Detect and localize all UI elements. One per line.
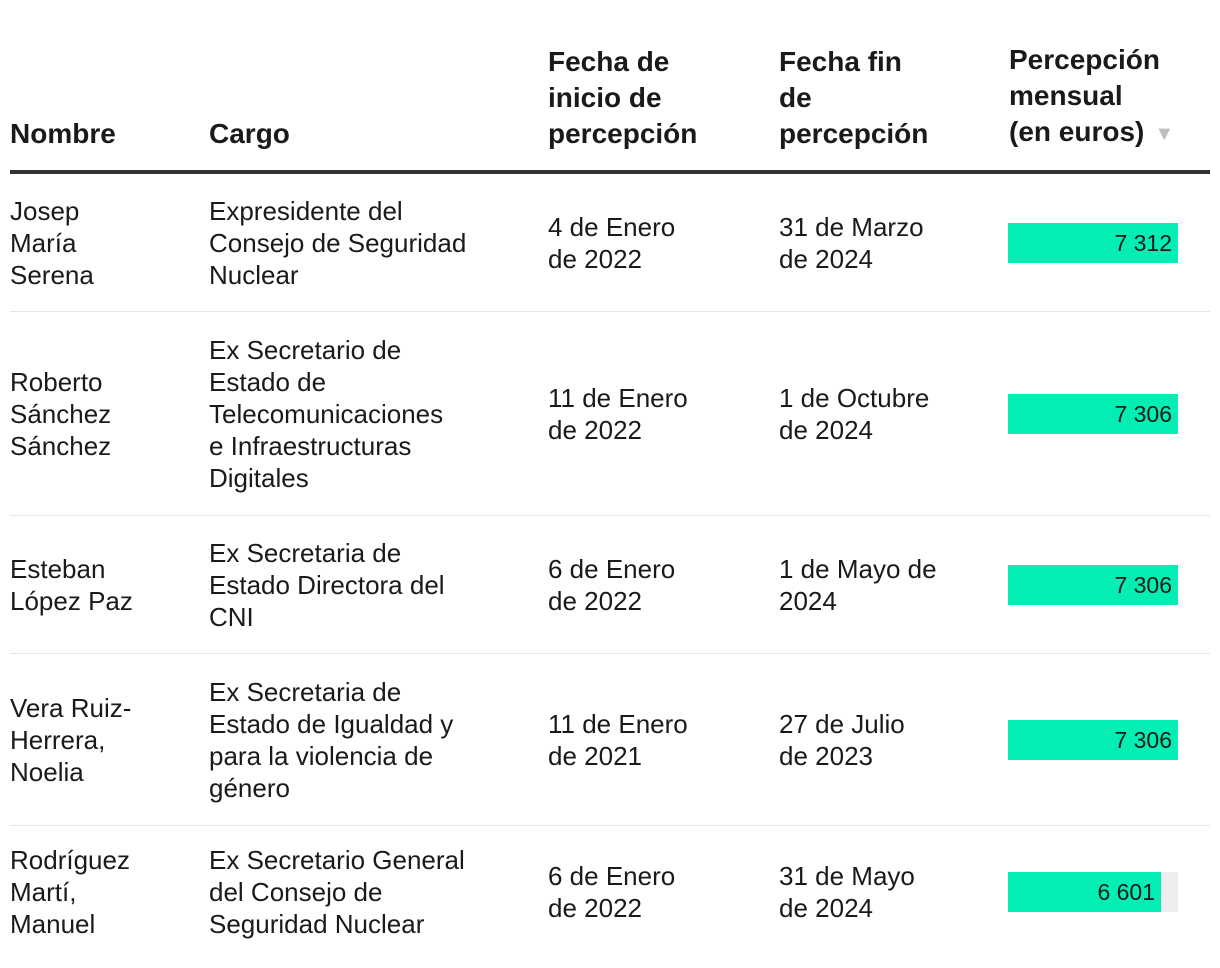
header-nombre[interactable]: Nombre xyxy=(10,118,116,149)
table-row: Rodríguez Martí, Manuel Ex Secretario Gen… xyxy=(10,826,1210,958)
bar-value-label: 7 306 xyxy=(1114,400,1172,427)
cell-fecha-inicio: 4 de Enero de 2022 xyxy=(548,211,676,274)
header-fecha-inicio[interactable]: Fecha de inicio de percepción xyxy=(548,46,698,149)
cell-fecha-inicio: 11 de Enero de 2022 xyxy=(548,382,688,445)
bar-track xyxy=(1008,872,1178,912)
bar-track xyxy=(1008,222,1178,263)
cell-percepcion-bar: 7 312 xyxy=(1008,222,1178,263)
cell-cargo: Ex Secretaria de Estado Directora del CN… xyxy=(209,537,445,632)
header-percepcion-label: Percepción mensual (en euros) xyxy=(1009,44,1160,148)
cell-fecha-inicio: 6 de Enero de 2022 xyxy=(548,553,676,616)
bar-fill xyxy=(1008,564,1178,605)
table-row: Esteban López Paz Ex Secretaria de Estado… xyxy=(10,516,1210,654)
bar-fill xyxy=(1008,719,1178,760)
table-row: Josep María Serena Expresidente del Conse… xyxy=(10,174,1210,312)
cell-cargo: Expresidente del Consejo de Seguridad Nu… xyxy=(209,195,467,290)
bar-value-label: 7 312 xyxy=(1114,229,1172,256)
cell-fecha-fin: 31 de Marzo de 2024 xyxy=(779,211,924,274)
bar-fill xyxy=(1008,222,1178,263)
bar-fill xyxy=(1008,872,1161,912)
table-row: Vera Ruiz- Herrera, Noelia Ex Secretaria … xyxy=(10,654,1210,826)
header-percepcion[interactable]: Percepción mensual (en euros) ▼ xyxy=(1009,42,1174,152)
bar-value-label: 7 306 xyxy=(1114,571,1172,598)
cell-percepcion-bar: 7 306 xyxy=(1008,719,1178,760)
cell-percepcion-bar: 7 306 xyxy=(1008,393,1178,434)
cell-percepcion-bar: 7 306 xyxy=(1008,564,1178,605)
cell-nombre: Rodríguez Martí, Manuel xyxy=(10,845,130,939)
cell-cargo: Ex Secretario General del Consejo de Seg… xyxy=(209,845,465,939)
bar-track xyxy=(1008,393,1178,434)
table-body: Josep María Serena Expresidente del Conse… xyxy=(10,174,1210,958)
header-cargo[interactable]: Cargo xyxy=(209,118,290,149)
salary-table: Nombre Cargo Fecha de inicio de percepci… xyxy=(10,0,1210,958)
cell-fecha-fin: 27 de Julio de 2023 xyxy=(779,708,905,771)
cell-fecha-inicio: 6 de Enero de 2022 xyxy=(548,861,676,923)
sort-descending-icon[interactable]: ▼ xyxy=(1154,123,1175,145)
bar-value-label: 6 601 xyxy=(1097,879,1155,905)
cell-fecha-fin: 31 de Mayo de 2024 xyxy=(779,861,915,923)
cell-cargo: Ex Secretaria de Estado de Igualdad y pa… xyxy=(209,676,454,803)
table-header: Nombre Cargo Fecha de inicio de percepci… xyxy=(10,0,1210,174)
cell-nombre: Vera Ruiz- Herrera, Noelia xyxy=(10,692,132,787)
cell-fecha-fin: 1 de Mayo de 2024 xyxy=(779,553,937,616)
bar-fill xyxy=(1008,393,1178,434)
cell-cargo: Ex Secretario de Estado de Telecomunicac… xyxy=(209,334,444,493)
cell-percepcion-bar: 6 601 xyxy=(1008,872,1178,912)
bar-track xyxy=(1008,719,1178,760)
bar-track xyxy=(1008,564,1178,605)
cell-nombre: Esteban López Paz xyxy=(10,553,133,616)
cell-fecha-inicio: 11 de Enero de 2021 xyxy=(548,708,688,771)
cell-nombre: Roberto Sánchez Sánchez xyxy=(10,366,112,461)
header-fecha-fin[interactable]: Fecha fin de percepción xyxy=(779,46,929,149)
cell-fecha-fin: 1 de Octubre de 2024 xyxy=(779,382,930,445)
bar-value-label: 7 306 xyxy=(1114,726,1172,753)
table-row: Roberto Sánchez Sánchez Ex Secretario de … xyxy=(10,312,1210,516)
cell-nombre: Josep María Serena xyxy=(10,195,94,290)
